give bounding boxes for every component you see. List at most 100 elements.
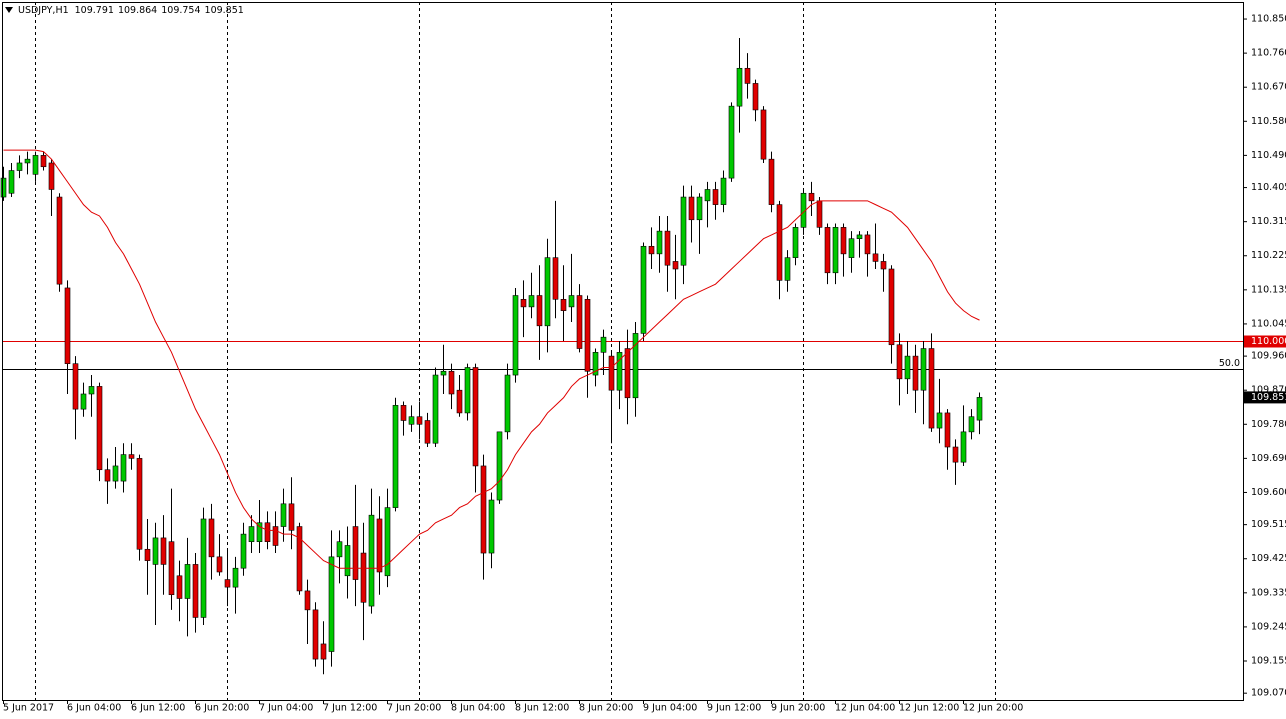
x-tick-label: 6 Jun 04:00 (67, 703, 121, 714)
candle-body (288, 503, 295, 531)
candle-body (560, 299, 567, 311)
candle-body (928, 348, 935, 429)
candle-body (152, 537, 159, 565)
candle-body (464, 367, 471, 414)
candle-body (0, 177, 7, 198)
candle-body (784, 257, 791, 281)
candle-body (864, 234, 871, 255)
candle-body (16, 162, 23, 171)
candle-body (536, 295, 543, 327)
candle-body (496, 431, 503, 501)
low-value: 109.754 (161, 5, 200, 16)
x-tick-label: 9 Jun 04:00 (643, 703, 697, 714)
x-tick-label: 7 Jun 20:00 (387, 703, 441, 714)
x-tick-label: 9 Jun 20:00 (771, 703, 825, 714)
y-tick-label: 110.045 (1251, 318, 1286, 329)
candle-body (80, 393, 87, 410)
x-tick-label: 6 Jun 20:00 (195, 703, 249, 714)
candle-body (32, 155, 39, 175)
candle-body (664, 230, 671, 266)
candle-body (720, 177, 727, 205)
candle-body (216, 556, 223, 573)
candle-body (488, 499, 495, 554)
candle-body (328, 556, 335, 652)
candle-body (184, 564, 191, 599)
candle-body (224, 579, 231, 588)
candle-body (368, 514, 375, 607)
candle-body (880, 261, 887, 270)
candle-body (256, 522, 263, 542)
candle-body (280, 503, 287, 527)
candle-body (944, 412, 951, 448)
candle-body (512, 295, 519, 376)
candle-body (440, 370, 447, 376)
y-tick-label: 110.315 (1251, 216, 1286, 227)
price-tag (1244, 391, 1286, 404)
candle-body (976, 397, 983, 421)
candle-body (736, 67, 743, 107)
candle-body (64, 287, 71, 364)
candle-body (744, 67, 751, 84)
y-tick-label: 110.405 (1251, 182, 1286, 193)
candle-body (352, 526, 359, 580)
candle-body (832, 227, 839, 274)
candle-body (344, 545, 351, 577)
plot-frame (2, 2, 1244, 701)
candle-body (376, 518, 383, 573)
candle-body (360, 552, 367, 603)
y-tick-label: 109.155 (1251, 655, 1286, 666)
candle-body (712, 189, 719, 205)
candle-body (896, 344, 903, 380)
candle-body (544, 257, 551, 327)
y-tick-label: 110.490 (1251, 150, 1286, 161)
y-tick-label: 109.780 (1251, 419, 1286, 430)
candle-body (568, 295, 575, 308)
candle-body (752, 83, 759, 111)
fibo-label: 50.0 (1219, 358, 1240, 369)
candle-body (808, 192, 815, 202)
candle-body (776, 204, 783, 281)
open-value: 109.791 (75, 5, 114, 16)
x-tick-label: 12 Jun 20:00 (963, 703, 1023, 714)
candle-body (96, 386, 103, 471)
candle-body (208, 518, 215, 558)
candle-body (968, 416, 975, 433)
candle-body (960, 431, 967, 463)
plot (0, 37, 1243, 675)
candle-body (680, 196, 687, 266)
candle-body (264, 522, 271, 542)
y-tick-label: 110.670 (1251, 82, 1286, 93)
candle-body (472, 367, 479, 467)
y-tick-label: 109.245 (1251, 621, 1286, 632)
candle-body (296, 526, 303, 592)
candle-body (384, 507, 391, 577)
candle-body (936, 412, 943, 429)
y-tick-label: 109.070 (1251, 688, 1286, 699)
y-tick-label: 110.580 (1251, 116, 1286, 127)
y-tick-label: 109.690 (1251, 453, 1286, 464)
candle-body (144, 548, 151, 561)
candle-body (904, 355, 911, 380)
candle-body (824, 227, 831, 274)
candle-body (104, 469, 111, 482)
candle-body (128, 454, 135, 459)
candle-body (112, 465, 119, 482)
day-separators (35, 2, 996, 700)
x-tick-label: 12 Jun 12:00 (899, 703, 959, 714)
high-value: 109.864 (118, 5, 157, 16)
candle-body (88, 386, 95, 395)
candle-body (448, 370, 455, 395)
x-tick-label: 8 Jun 04:00 (451, 703, 505, 714)
symbol: USDJPY,H1 (18, 5, 69, 16)
y-tick-label: 109.425 (1251, 553, 1286, 564)
y-tick-label: 110.850 (1251, 14, 1286, 25)
candle-body (160, 537, 167, 565)
candle-body (40, 155, 47, 168)
candle-body (672, 261, 679, 270)
x-tick-label: 9 Jun 12:00 (707, 703, 761, 714)
candle-body (608, 355, 615, 391)
candle-body (816, 200, 823, 228)
candle-body (848, 238, 855, 258)
